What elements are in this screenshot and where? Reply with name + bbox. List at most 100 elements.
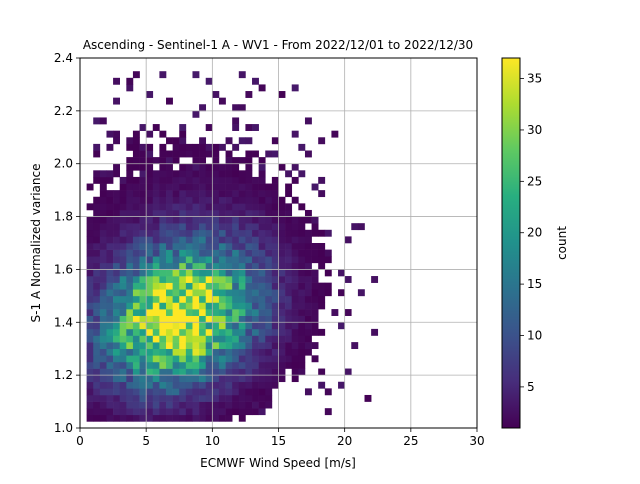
heatmap-cell [252, 276, 259, 283]
heatmap-cell [139, 236, 147, 244]
heatmap-cell [232, 209, 240, 217]
heatmap-cell [238, 375, 246, 383]
heatmap-cell [106, 143, 114, 151]
heatmap-cell [304, 335, 312, 343]
heatmap-cell [172, 309, 180, 316]
heatmap-cell [106, 176, 114, 184]
heatmap-cell [371, 276, 379, 283]
heatmap-cell [199, 401, 207, 409]
heatmap-cell [245, 223, 253, 231]
heatmap-cell [132, 295, 140, 303]
heatmap-cell [311, 289, 319, 297]
heatmap-cell [278, 216, 286, 224]
heatmap-cell [291, 196, 299, 204]
heatmap-cell [291, 249, 299, 257]
heatmap-cell [99, 282, 107, 290]
heatmap-cell [99, 249, 107, 257]
heatmap-cell [304, 348, 312, 356]
heatmap-cell [192, 236, 200, 244]
heatmap-cell [258, 315, 266, 323]
heatmap-cell [205, 295, 213, 303]
heatmap-cell [285, 203, 293, 211]
heatmap-cell [152, 381, 160, 389]
heatmap-cell [172, 401, 180, 409]
heatmap-cell [238, 209, 246, 217]
heatmap-cell [113, 295, 120, 303]
heatmap-cell [139, 249, 147, 257]
heatmap-cell [265, 282, 273, 290]
heatmap-cell [132, 302, 140, 310]
heatmap-cell [99, 342, 107, 350]
heatmap-cell [225, 243, 233, 250]
heatmap-cell [146, 236, 154, 244]
heatmap-cell [106, 282, 114, 290]
heatmap-cell [252, 196, 259, 204]
heatmap-cell [93, 143, 101, 151]
heatmap-cell [152, 348, 160, 356]
heatmap-cell [271, 348, 279, 356]
heatmap-cell [152, 309, 160, 316]
heatmap-cell [152, 328, 160, 336]
heatmap-cell [126, 375, 134, 383]
heatmap-cell [179, 190, 187, 198]
heatmap-cell [192, 229, 200, 237]
heatmap-cell [252, 295, 259, 303]
heatmap-cell [185, 143, 193, 151]
heatmap-cell [185, 203, 193, 211]
heatmap-cell [113, 381, 120, 389]
heatmap-cell [212, 249, 220, 257]
heatmap-cell [265, 190, 273, 198]
heatmap-cell [252, 401, 259, 409]
heatmap-cell [311, 328, 319, 336]
heatmap-cell [291, 315, 299, 323]
heatmap-cell [126, 176, 134, 184]
y-tick-label: 1.4 [54, 315, 73, 329]
heatmap-cell [298, 143, 306, 151]
heatmap-cell [113, 130, 120, 138]
heatmap-cell [192, 216, 200, 224]
x-tick-label: 30 [469, 434, 484, 448]
heatmap-cell [93, 328, 101, 336]
heatmap-cell [232, 342, 240, 350]
heatmap-cell [285, 355, 293, 363]
heatmap-cell [271, 309, 279, 316]
heatmap-cell [278, 91, 286, 98]
heatmap-cell [113, 216, 120, 224]
heatmap-cell [185, 361, 193, 369]
heatmap-cell [166, 414, 173, 422]
heatmap-cell [192, 401, 200, 409]
heatmap-cell [106, 216, 114, 224]
heatmap-cell [218, 375, 226, 383]
heatmap-cell [179, 124, 187, 131]
heatmap-cell [205, 342, 213, 350]
heatmap-cell [232, 289, 240, 297]
heatmap-cell [146, 269, 154, 277]
heatmap-cell [225, 190, 233, 198]
heatmap-cell [252, 342, 259, 350]
heatmap-cell [199, 150, 207, 158]
heatmap-cell [238, 249, 246, 257]
heatmap-cell [192, 335, 200, 343]
heatmap-cell [132, 150, 140, 158]
heatmap-cell [146, 388, 154, 396]
heatmap-cell [106, 276, 114, 283]
heatmap-cell [93, 295, 101, 303]
heatmap-cell [364, 394, 372, 402]
heatmap-cell [205, 223, 213, 231]
heatmap-cell [232, 361, 240, 369]
heatmap-cell [146, 335, 154, 343]
heatmap-cell [271, 262, 279, 270]
heatmap-cell [179, 269, 187, 277]
heatmap-cell [304, 150, 312, 158]
heatmap-cell [304, 256, 312, 264]
heatmap-cell [106, 315, 114, 323]
heatmap-cell [344, 309, 352, 316]
heatmap-cell [278, 361, 286, 369]
heatmap-cell [265, 309, 273, 316]
heatmap-cell [106, 295, 114, 303]
heatmap-cell [258, 408, 266, 416]
heatmap-cell [258, 381, 266, 389]
heatmap-cell [192, 243, 200, 250]
heatmap-cell [185, 249, 193, 257]
heatmap-cell [298, 368, 306, 376]
